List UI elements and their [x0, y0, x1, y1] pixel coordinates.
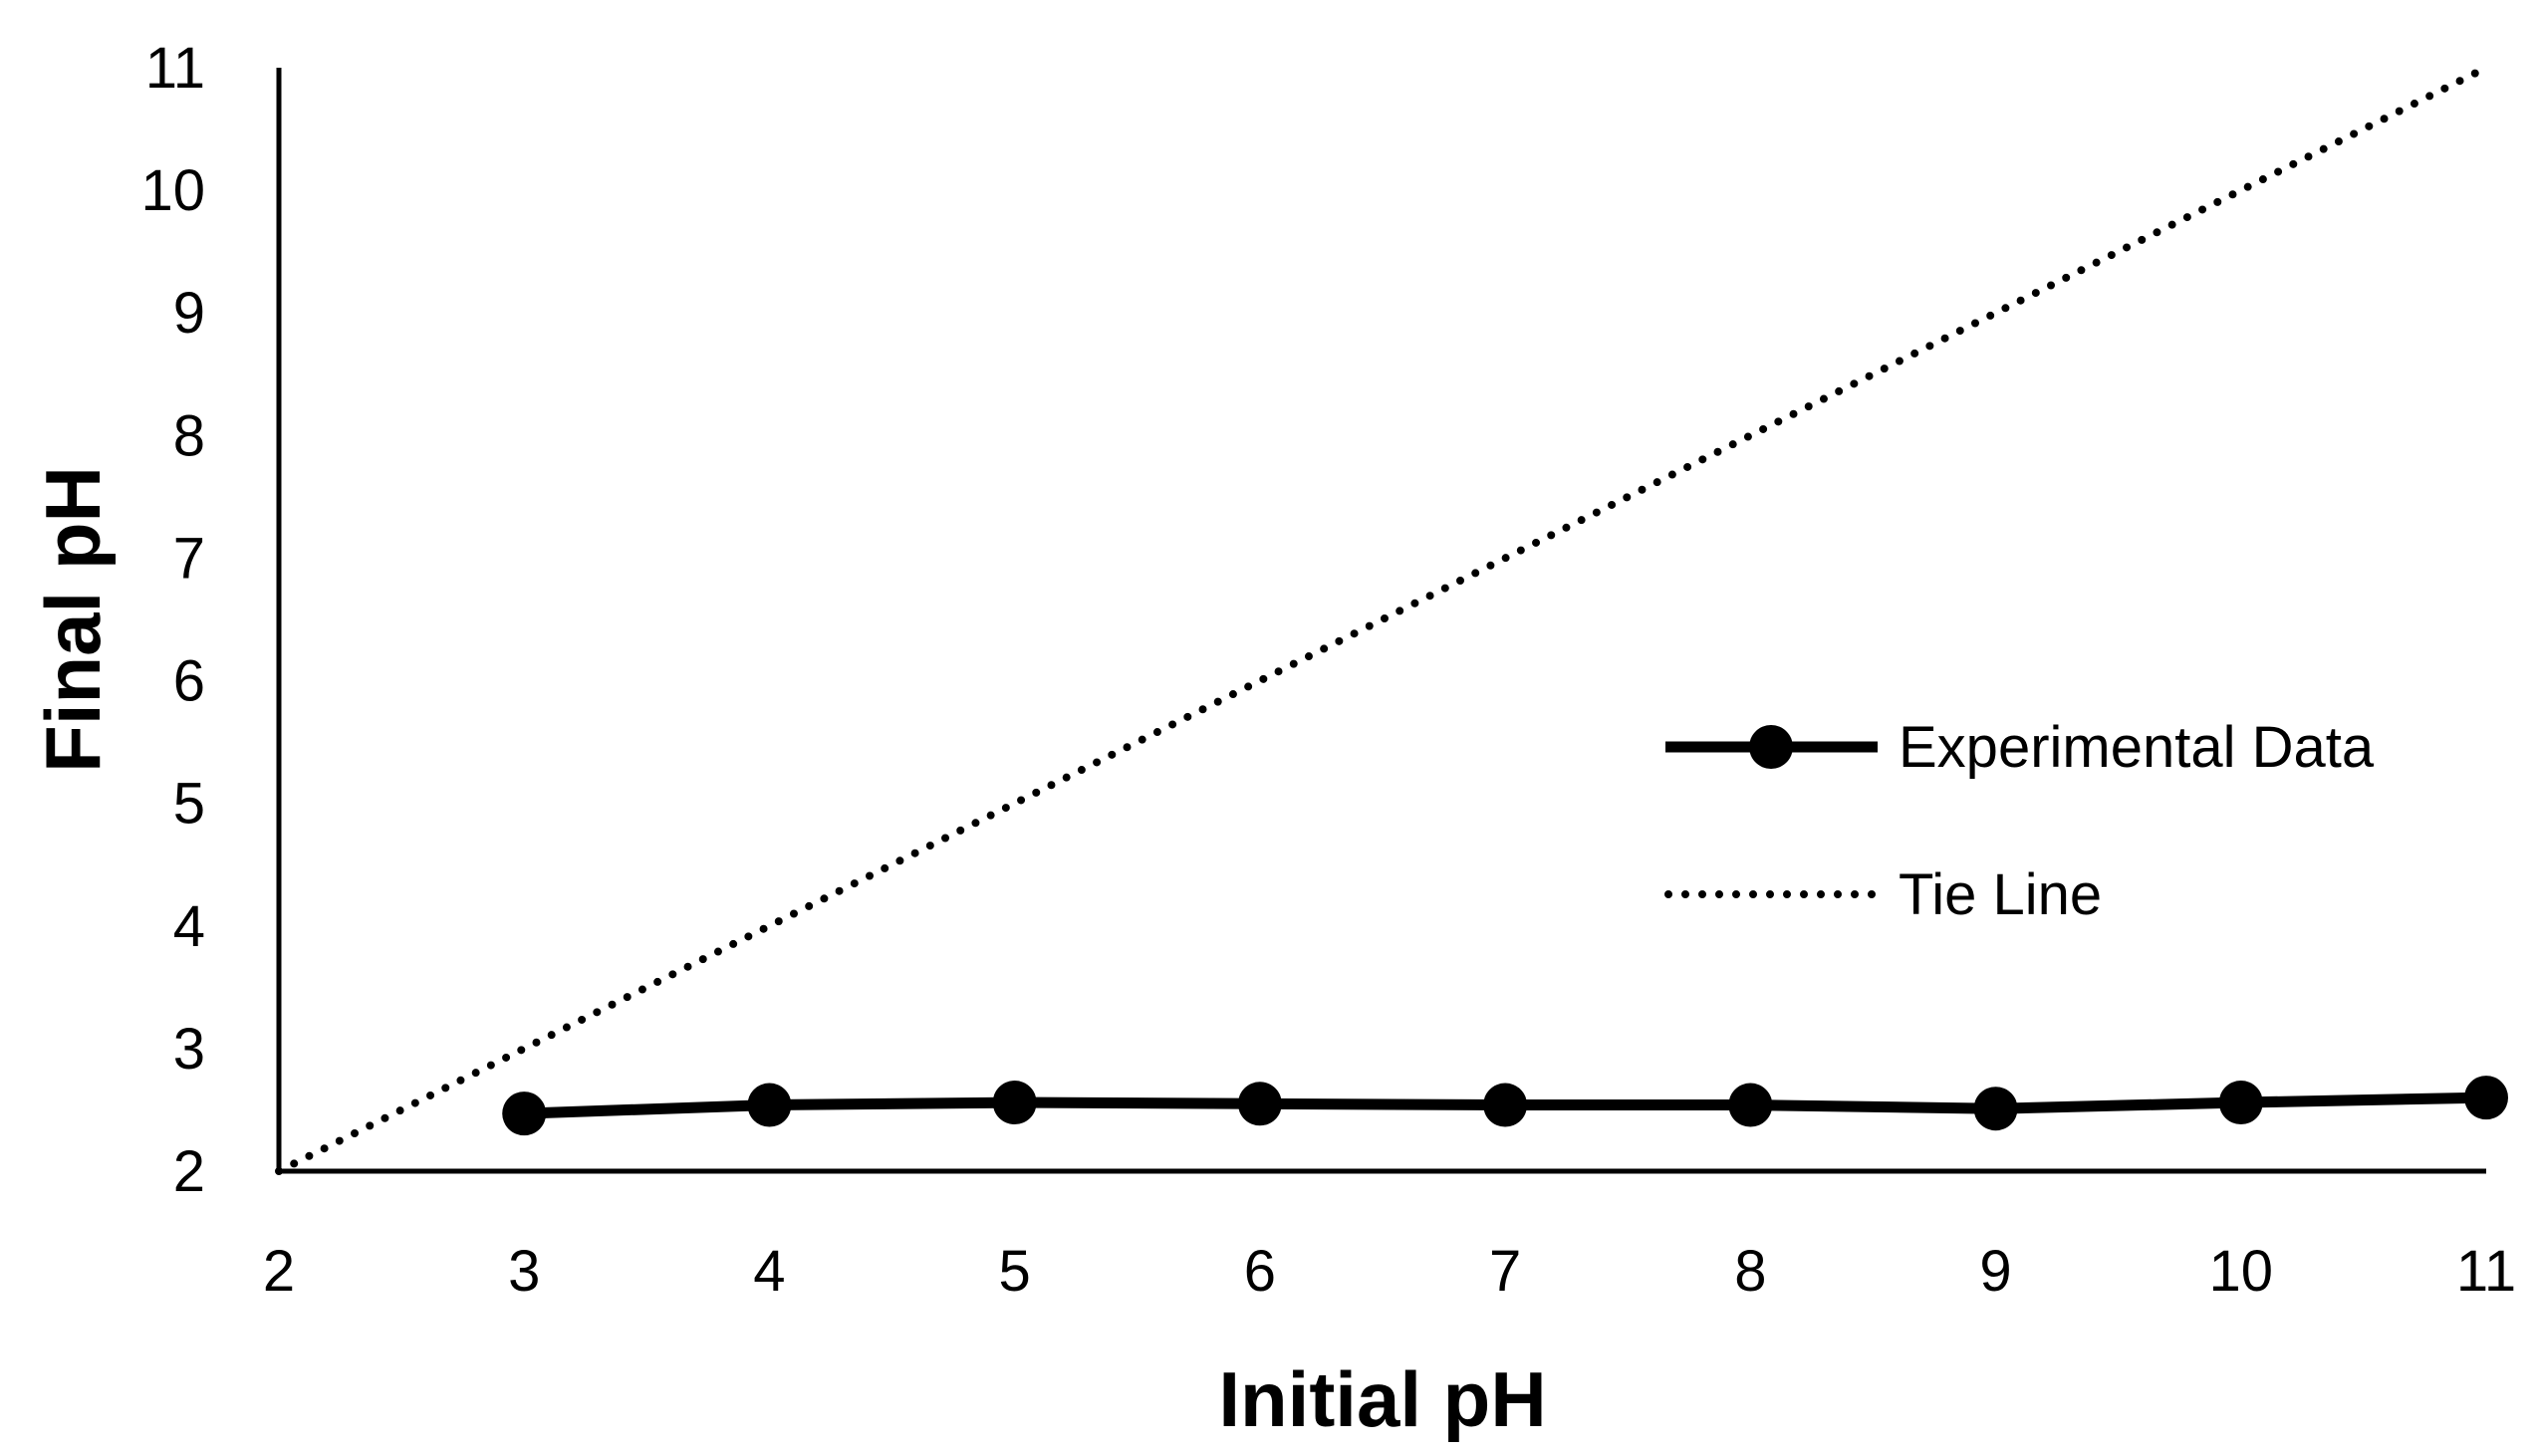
- x-tick-label: 2: [263, 1239, 295, 1304]
- x-tick-label: 6: [1244, 1239, 1276, 1304]
- x-tick-labels: 2 3 4 5 6 7 8 9 10 11: [263, 1239, 2516, 1304]
- y-tick-labels: 2 3 4 5 6 7 8 9 10 11: [140, 36, 205, 1204]
- experimental-data-point: [1728, 1083, 1773, 1127]
- legend-label: Experimental Data: [1899, 715, 2375, 780]
- x-tick-label: 4: [753, 1239, 785, 1304]
- y-tick-label: 5: [173, 772, 205, 837]
- x-axis-title: Initial pH: [1218, 1355, 1546, 1443]
- y-tick-label: 10: [140, 158, 205, 223]
- experimental-data-point: [1237, 1082, 1282, 1126]
- y-tick-label: 11: [145, 36, 205, 101]
- y-axis-title: Final pH: [29, 466, 117, 773]
- legend-marker-circle: [1749, 725, 1793, 769]
- x-tick-label: 7: [1489, 1239, 1521, 1304]
- axes: [276, 68, 2486, 1174]
- y-tick-label: 8: [173, 403, 205, 468]
- legend-item-tie-line: Tie Line: [1664, 862, 2102, 927]
- legend: Experimental Data Tie Line: [1664, 715, 2375, 927]
- experimental-data-point: [992, 1081, 1037, 1125]
- x-tick-label: 9: [1979, 1239, 2011, 1304]
- experimental-data-point: [502, 1092, 547, 1136]
- legend-label: Tie Line: [1899, 862, 2102, 927]
- experimental-data-point: [1483, 1083, 1528, 1127]
- x-tick-label: 8: [1734, 1239, 1766, 1304]
- y-tick-label: 9: [173, 281, 205, 346]
- experimental-data-point: [1973, 1087, 2018, 1131]
- x-tick-label: 5: [999, 1239, 1031, 1304]
- plot-area: [275, 64, 2508, 1175]
- y-tick-label: 7: [173, 526, 205, 591]
- y-tick-label: 3: [173, 1017, 205, 1082]
- x-tick-label: 3: [508, 1239, 540, 1304]
- legend-item-experimental-data: Experimental Data: [1665, 715, 2375, 780]
- y-tick-label: 4: [173, 894, 205, 959]
- y-tick-label: 6: [173, 649, 205, 714]
- experimental-data-point: [2218, 1081, 2263, 1125]
- tie-line: [275, 64, 2490, 1175]
- experimental-data-point: [747, 1083, 792, 1127]
- y-tick-label: 2: [173, 1139, 205, 1204]
- x-tick-label: 10: [2209, 1239, 2274, 1304]
- experimental-data-point: [2464, 1076, 2508, 1120]
- x-tick-label: 11: [2456, 1239, 2516, 1304]
